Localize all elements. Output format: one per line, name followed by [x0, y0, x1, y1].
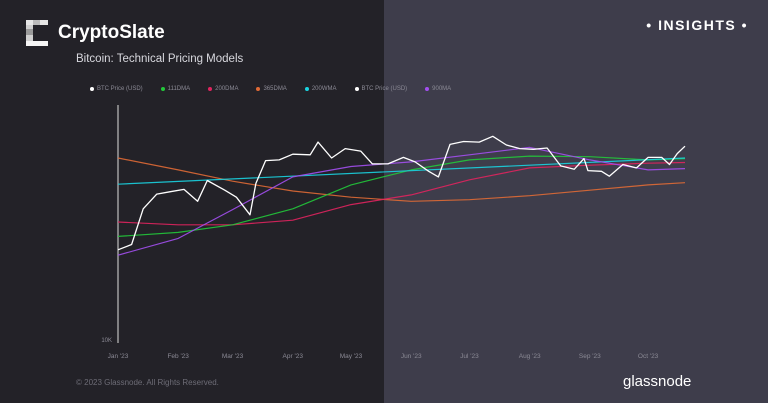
- x-tick-label: Jun '23: [401, 353, 422, 360]
- x-tick-label: Aug '23: [519, 353, 541, 360]
- series-line-btc-price-usd-: [117, 135, 686, 251]
- legend-swatch: [208, 87, 213, 91]
- highlight-region: [384, 0, 768, 403]
- x-tick-label: Mar '23: [222, 353, 244, 360]
- legend-label: 200DMA: [215, 86, 239, 92]
- glassnode-logo: glassnode: [623, 373, 692, 390]
- legend-label: BTC Price (USD): [97, 86, 143, 92]
- cryptoslate-logo-icon: [26, 20, 48, 46]
- chart-legend: BTC Price (USD) 111DMA 200DMA 365DMA 200…: [90, 86, 451, 92]
- x-tick-label: Apr '23: [283, 353, 304, 360]
- x-tick-label: May '23: [340, 353, 363, 360]
- x-tick-label: Jul '23: [460, 353, 479, 360]
- copyright-text: © 2023 Glassnode. All Rights Reserved.: [76, 378, 219, 387]
- legend-label: 365DMA: [263, 86, 287, 92]
- legend-swatch: [256, 87, 261, 91]
- legend-label: 900MA: [432, 86, 452, 92]
- legend-label: BTC Price (USD): [361, 86, 408, 92]
- legend-swatch: [354, 87, 359, 91]
- series-line-111dma: [117, 155, 686, 237]
- series-line-200dma: [117, 161, 686, 226]
- legend-item: 200DMA: [208, 86, 238, 92]
- series-line-365dma: [117, 157, 686, 202]
- x-tick-label: Oct '23: [638, 353, 659, 360]
- legend-item: BTC Price (USD): [90, 86, 143, 92]
- legend-item: 900MA: [425, 86, 451, 92]
- legend-swatch: [425, 87, 430, 91]
- brand-name: CryptoSlate: [58, 22, 165, 43]
- legend-item: 365DMA: [256, 86, 287, 92]
- legend-item: BTC Price (USD): [354, 86, 408, 92]
- insights-badge: • INSIGHTS •: [646, 17, 748, 33]
- y-tick-label: 10K: [101, 338, 112, 344]
- series-line-900ma: [117, 146, 686, 256]
- x-tick-label: Feb '23: [167, 353, 189, 360]
- legend-label: 111DMA: [167, 86, 191, 92]
- series-line-200wma: [117, 157, 686, 185]
- x-tick-label: Sep '23: [579, 353, 601, 360]
- legend-item: 200WMA: [304, 86, 337, 92]
- chart-subtitle: Bitcoin: Technical Pricing Models: [76, 53, 244, 65]
- legend-label: 200WMA: [311, 86, 337, 92]
- x-tick-label: Jan '23: [108, 353, 129, 360]
- legend-item: 111DMA: [160, 86, 191, 92]
- legend-swatch: [90, 87, 94, 91]
- legend-swatch: [304, 87, 309, 91]
- legend-swatch: [160, 87, 165, 91]
